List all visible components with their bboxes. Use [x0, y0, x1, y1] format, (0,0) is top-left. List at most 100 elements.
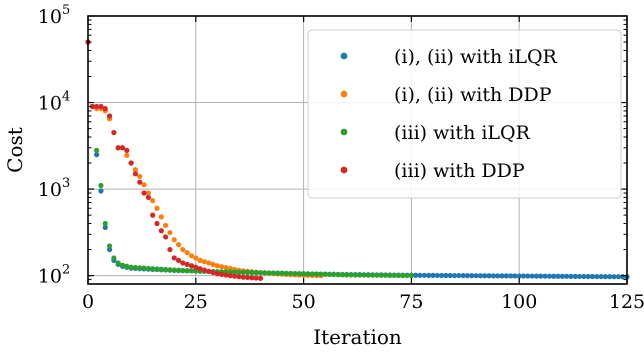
data-point — [167, 229, 173, 236]
x-tick-label: 75 — [399, 291, 423, 313]
data-point — [119, 262, 126, 268]
data-point — [111, 129, 117, 136]
data-point — [115, 260, 121, 266]
data-point — [150, 198, 156, 204]
data-point — [369, 272, 376, 278]
data-point — [551, 273, 557, 279]
data-point — [361, 272, 367, 278]
legend-marker-1 — [340, 90, 348, 98]
data-point — [132, 171, 139, 177]
data-point — [188, 253, 195, 259]
data-point — [184, 250, 190, 256]
data-point — [357, 272, 363, 278]
data-point — [193, 264, 199, 270]
data-point — [257, 270, 264, 276]
data-point — [137, 265, 143, 271]
data-point — [348, 272, 354, 278]
data-point — [197, 266, 203, 272]
legend-box — [307, 29, 622, 199]
data-point — [180, 246, 186, 253]
data-point — [576, 273, 583, 280]
data-point — [391, 272, 397, 279]
data-point — [598, 273, 604, 280]
data-point — [232, 273, 238, 279]
data-point — [279, 270, 285, 276]
data-point — [206, 268, 212, 274]
data-point — [313, 271, 320, 277]
data-point — [145, 265, 151, 272]
data-point — [249, 275, 255, 281]
data-point — [167, 267, 173, 273]
data-point — [132, 167, 139, 173]
data-point — [339, 272, 346, 278]
data-point — [124, 263, 130, 269]
data-point — [473, 273, 479, 279]
data-point — [145, 190, 151, 196]
data-point — [309, 271, 315, 277]
data-point — [301, 271, 307, 277]
data-point — [132, 264, 139, 271]
data-point — [119, 145, 126, 151]
data-point — [137, 173, 143, 180]
data-point — [382, 272, 389, 278]
data-point — [296, 271, 302, 277]
data-point — [171, 267, 177, 273]
data-point — [98, 182, 104, 189]
data-point — [219, 264, 225, 270]
data-point — [331, 271, 337, 278]
data-point — [184, 268, 190, 274]
data-point — [451, 272, 458, 279]
data-point — [275, 270, 281, 276]
data-point — [210, 261, 216, 267]
data-point — [546, 273, 552, 279]
data-point — [89, 103, 95, 110]
y-tick-label: 104 — [38, 90, 70, 115]
data-point — [602, 274, 609, 280]
data-point — [227, 269, 233, 275]
data-point — [426, 272, 432, 278]
data-point — [408, 273, 414, 279]
data-point — [283, 270, 289, 276]
data-point — [589, 273, 596, 280]
data-point — [106, 243, 113, 249]
data-point — [223, 272, 229, 278]
data-point — [180, 267, 186, 274]
data-point — [542, 273, 548, 279]
data-point — [533, 273, 540, 279]
data-point — [430, 272, 436, 278]
data-point — [154, 266, 160, 272]
data-point — [525, 273, 531, 279]
data-point — [374, 272, 380, 278]
data-point — [98, 188, 104, 194]
plot-frame — [87, 15, 628, 285]
data-point — [464, 273, 471, 279]
data-point — [141, 182, 147, 188]
data-point — [124, 152, 130, 159]
data-point — [469, 273, 475, 279]
data-point — [611, 274, 617, 280]
data-point — [94, 103, 100, 110]
data-point — [150, 212, 156, 218]
x-tick-label: 100 — [501, 291, 537, 313]
legend-marker-2 — [340, 128, 348, 136]
data-point — [555, 273, 561, 279]
data-point — [421, 272, 427, 278]
data-point — [607, 274, 613, 280]
data-point — [167, 246, 173, 253]
data-point — [387, 272, 393, 278]
data-point — [188, 263, 195, 269]
axis-ticks: 0 25 50 75 100 125 102 103 104 105 — [38, 3, 644, 313]
data-point — [594, 273, 600, 280]
data-point — [154, 205, 160, 211]
data-point — [253, 275, 259, 281]
data-point — [516, 273, 522, 279]
x-tick-label: 0 — [82, 291, 94, 313]
data-point — [171, 255, 177, 261]
data-point — [568, 273, 574, 279]
data-point — [158, 228, 164, 234]
data-point — [482, 273, 488, 279]
data-point — [163, 222, 169, 229]
data-point — [499, 273, 505, 279]
data-point — [201, 267, 208, 273]
y-tick-label: 103 — [38, 176, 70, 201]
